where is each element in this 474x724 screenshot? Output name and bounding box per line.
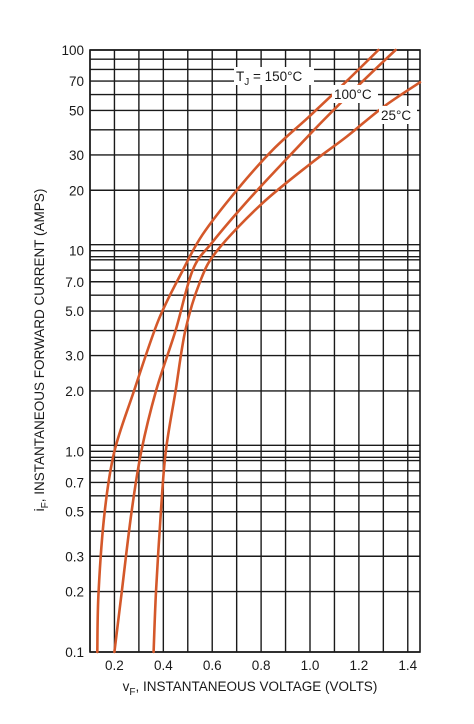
- grid-lines: [89, 49, 421, 653]
- series-label-bg: [379, 106, 417, 124]
- x-tick-label: 0.8: [252, 658, 271, 673]
- series-label-2: 25°C: [381, 108, 411, 123]
- y-tick-label: 0.7: [65, 475, 84, 490]
- y-tick-label: 100: [61, 43, 84, 58]
- y-tick-label: 2.0: [65, 384, 84, 399]
- x-tick-label: 0.6: [203, 658, 222, 673]
- y-tick-label: 0.1: [65, 645, 84, 660]
- y-tick-label: 0.2: [65, 585, 84, 600]
- x-tick-label: 0.4: [154, 658, 173, 673]
- x-axis-tick-labels: 0.2 0.4 0.6 0.8 1.0 1.2 1.4: [105, 658, 418, 673]
- y-tick-label: 3.0: [65, 349, 84, 364]
- y-tick-label: 70: [69, 74, 84, 89]
- y-tick-label: 0.3: [65, 549, 84, 564]
- series-label-1: 100°C: [334, 87, 372, 102]
- y-tick-label: 0.5: [65, 505, 84, 520]
- y-tick-label: 1.0: [65, 444, 84, 459]
- series-lines: [96, 48, 422, 654]
- x-tick-label: 0.2: [105, 658, 124, 673]
- series-line-2: [152, 81, 422, 654]
- x-tick-label: 1.0: [301, 658, 320, 673]
- series-line-1: [113, 48, 397, 654]
- y-tick-label: 30: [69, 148, 84, 163]
- y-tick-label: 7.0: [65, 275, 84, 290]
- series-line-0: [96, 48, 380, 654]
- x-tick-label: 1.2: [349, 658, 368, 673]
- y-tick-label: 10: [69, 244, 84, 259]
- y-axis-label: iF, INSTANTANEOUS FORWARD CURRENT (AMPS): [32, 189, 51, 512]
- series-labels: TJ = 150°C 100°C 25°C: [234, 67, 417, 124]
- plot-frame: [89, 49, 421, 653]
- x-axis-label: vF, INSTANTANEOUS VOLTAGE (VOLTS): [123, 679, 378, 698]
- y-tick-label: 5.0: [65, 304, 84, 319]
- series-label-bg: [332, 85, 378, 103]
- y-tick-label: 50: [69, 103, 84, 118]
- series-label-0: TJ = 150°C: [236, 69, 303, 88]
- y-tick-label: 20: [69, 183, 84, 198]
- series-label-bg: [234, 67, 314, 85]
- y-axis-tick-labels: 0.1 0.2 0.3 0.5 0.7 1.0 2.0 3.0 5.0 7.0 10 20 30 50 70…: [61, 43, 84, 660]
- x-tick-label: 1.4: [398, 658, 417, 673]
